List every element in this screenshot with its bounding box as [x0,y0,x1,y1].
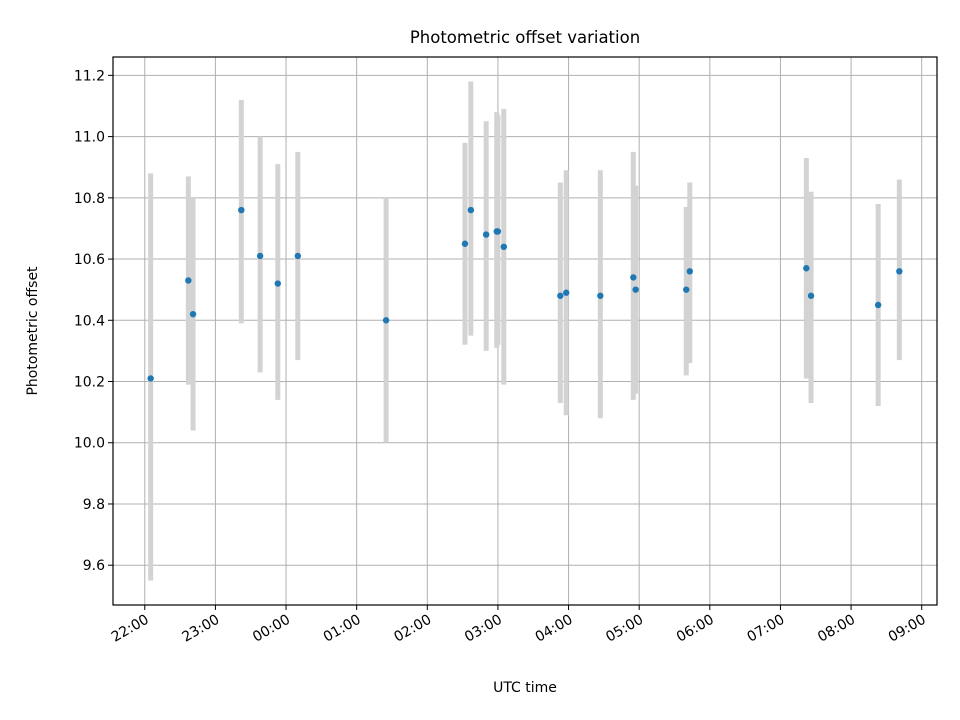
data-point [189,310,197,318]
y-tick-label: 9.8 [83,497,105,513]
data-point [803,265,810,272]
data-point [467,206,475,214]
x-axis-label: UTC time [493,680,557,696]
y-tick-label: 10.6 [74,252,105,268]
chart-title: Photometric offset variation [410,28,640,47]
data-point [874,301,882,309]
data-point [185,277,192,284]
data-point [382,317,390,324]
data-point [563,289,570,296]
data-point [632,286,639,293]
data-point [557,292,564,299]
plot-frame [112,56,938,606]
data-point [500,243,508,251]
data-point [896,268,903,275]
data-point [294,252,302,260]
data-point [461,240,469,247]
y-tick-label: 9.6 [83,558,105,574]
data-point [630,274,637,281]
data-point [482,231,490,238]
data-point [494,228,502,235]
y-axis-label: Photometric offset [25,266,41,396]
data-point [683,286,690,293]
y-axis: 9.6 9.8 10.0 10.2 10.4 10.6 10.8 11.0 11.2 [74,68,113,574]
y-tick-label: 10.2 [74,375,105,391]
y-tick-label: 11.0 [74,130,105,146]
data-point [256,252,264,260]
data-point [686,268,693,275]
data-point [597,292,604,299]
data-point [274,280,281,287]
data-point [238,206,245,214]
data-points [147,206,903,382]
y-tick-label: 11.2 [74,68,105,84]
data-point [807,292,815,299]
y-tick-label: 10.4 [74,313,105,329]
y-tick-label: 10.0 [74,436,105,452]
grid [113,57,937,605]
data-point [147,375,154,382]
y-tick-label: 10.8 [74,191,105,207]
